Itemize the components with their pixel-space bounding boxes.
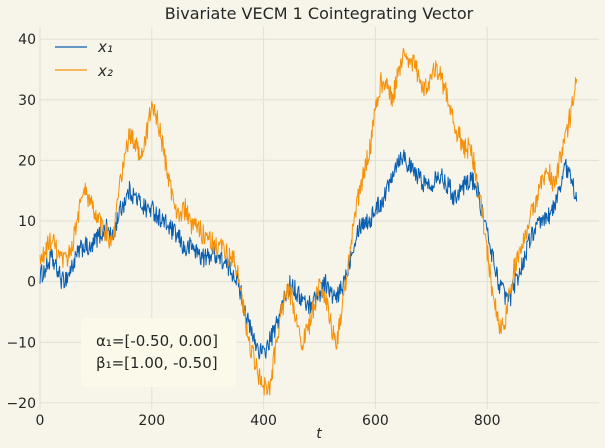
tick-labels: 0 200 400 600 800 −20 −10 0 10 20 30 40: [6, 32, 500, 429]
x-tick-label: 400: [250, 413, 277, 429]
x-tick-label: 800: [474, 413, 501, 429]
y-tick-label: 30: [18, 93, 36, 109]
series-layer: [39, 47, 578, 396]
annotation-alpha: α₁=[-0.50, 0.00]: [96, 332, 218, 350]
y-tick-label: 20: [18, 153, 36, 169]
legend: x₁ x₂: [55, 38, 113, 80]
grid-lines: [39, 27, 599, 409]
y-tick-label: −20: [6, 396, 36, 412]
legend-label-x1-text: x₁: [97, 38, 113, 56]
legend-label-x2: x₂: [97, 62, 113, 80]
y-tick-label: 10: [18, 214, 36, 230]
x-tick-label: 0: [36, 413, 45, 429]
series-line-1: [39, 149, 578, 360]
annotation-beta: β₁=[1.00, -0.50]: [96, 354, 218, 372]
annotation-background: [81, 318, 236, 387]
chart-title: Bivariate VECM 1 Cointegrating Vector: [165, 4, 474, 23]
series-line-2: [39, 47, 578, 396]
annotation-box: α₁=[-0.50, 0.00] β₁=[1.00, -0.50]: [81, 318, 236, 387]
y-tick-label: −10: [6, 335, 36, 351]
x-tick-label: 200: [138, 413, 165, 429]
y-tick-label: 40: [18, 32, 36, 48]
x-axis-label: t: [316, 426, 322, 442]
legend-label-x1: x₁: [97, 38, 113, 56]
legend-label-x2-text: x₂: [97, 62, 113, 80]
x-tick-label: 600: [362, 413, 389, 429]
y-tick-label: 0: [27, 275, 36, 291]
